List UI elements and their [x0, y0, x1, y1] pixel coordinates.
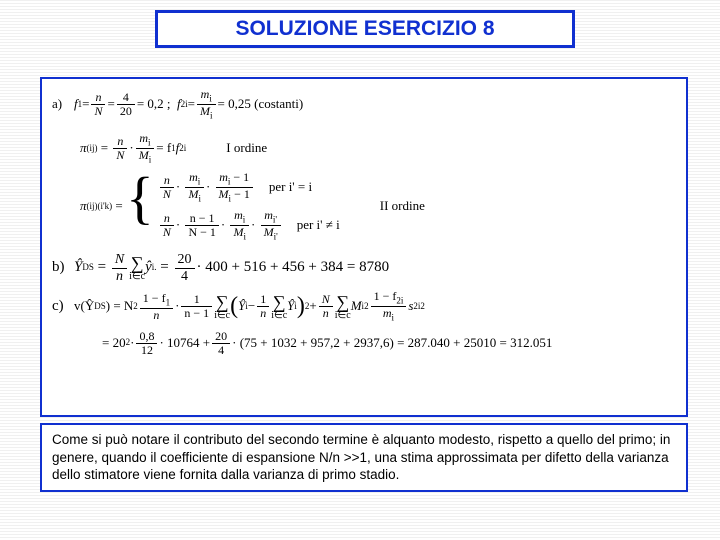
sum-icon: ∑i∈c — [129, 254, 145, 282]
frac-mi-Mi: mi Mi — [197, 88, 216, 122]
pi-first-order: π(ij) = nN · mi Mi = f1 f2i I ordine — [80, 132, 676, 166]
val1: = 0,2 ; — [137, 96, 171, 113]
formula-box: a) f1 = nN = 420 = 0,2 ; f2i = mi Mi = 0… — [40, 77, 688, 417]
brace-icon: { — [126, 169, 154, 244]
pi-second-order: π(ij)(i'k) = { nN· miMi· mi − 1Mi − 1 pe… — [80, 169, 676, 244]
part-c-line2: = 202 · 0,812 · 10764 + 204 · (75 + 1032… — [102, 330, 676, 357]
sum-icon: ∑i∈c — [335, 293, 351, 321]
sum-icon: ∑i∈c — [271, 293, 287, 321]
case2-cond: per i' ≠ i — [297, 217, 340, 234]
ordine-2: II ordine — [380, 198, 425, 215]
part-b: b) ŶDS = Nn ∑i∈c ŷi. = 204 · 400 + 516 +… — [52, 252, 676, 284]
note-box: Come si può notare il contributo del sec… — [40, 423, 688, 492]
sum-icon: ∑i∈c — [214, 293, 230, 321]
part-b-label: b) — [52, 258, 74, 278]
title-text: SOLUZIONE ESERCIZIO 8 — [235, 17, 494, 40]
part-c-label: c) — [52, 297, 74, 317]
note-text: Come si può notare il contributo del sec… — [52, 432, 670, 482]
case-1: nN· miMi· mi − 1Mi − 1 per i' = i — [158, 171, 340, 205]
pi-sub: (ij) — [87, 143, 98, 155]
part-a-label: a) — [52, 96, 74, 113]
frac-n-N: nN — [91, 91, 105, 118]
eq: = — [82, 96, 89, 113]
val2: = 0,25 (costanti) — [218, 96, 304, 113]
f2-sub: 2i — [181, 99, 188, 111]
case-2: nN· n − 1N − 1· miMi· mi'Mi' per i' ≠ i — [158, 209, 340, 243]
frac-4-20: 420 — [117, 91, 135, 118]
case1-cond: per i' = i — [269, 179, 312, 196]
part-a-line1: a) f1 = nN = 420 = 0,2 ; f2i = mi Mi = 0… — [52, 88, 676, 122]
part-c-line1: c) v(ŶDS) = N2 1 − f1n· 1n − 1 ∑i∈c ( Ŷi… — [52, 290, 676, 324]
b-result: · 400 + 516 + 456 + 384 = 8780 — [197, 258, 390, 278]
pi-rhs: = f — [156, 140, 171, 157]
c-result: · (75 + 1032 + 957,2 + 2937,6) = 287.040… — [232, 335, 552, 352]
ordine-1: I ordine — [226, 140, 267, 157]
title-box: SOLUZIONE ESERCIZIO 8 — [155, 10, 575, 48]
